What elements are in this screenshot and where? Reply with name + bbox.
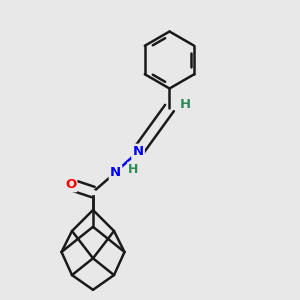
Text: H: H [128,163,139,176]
Text: H: H [179,98,191,111]
Text: N: N [110,166,121,179]
Text: N: N [132,145,144,158]
Text: O: O [65,178,76,191]
